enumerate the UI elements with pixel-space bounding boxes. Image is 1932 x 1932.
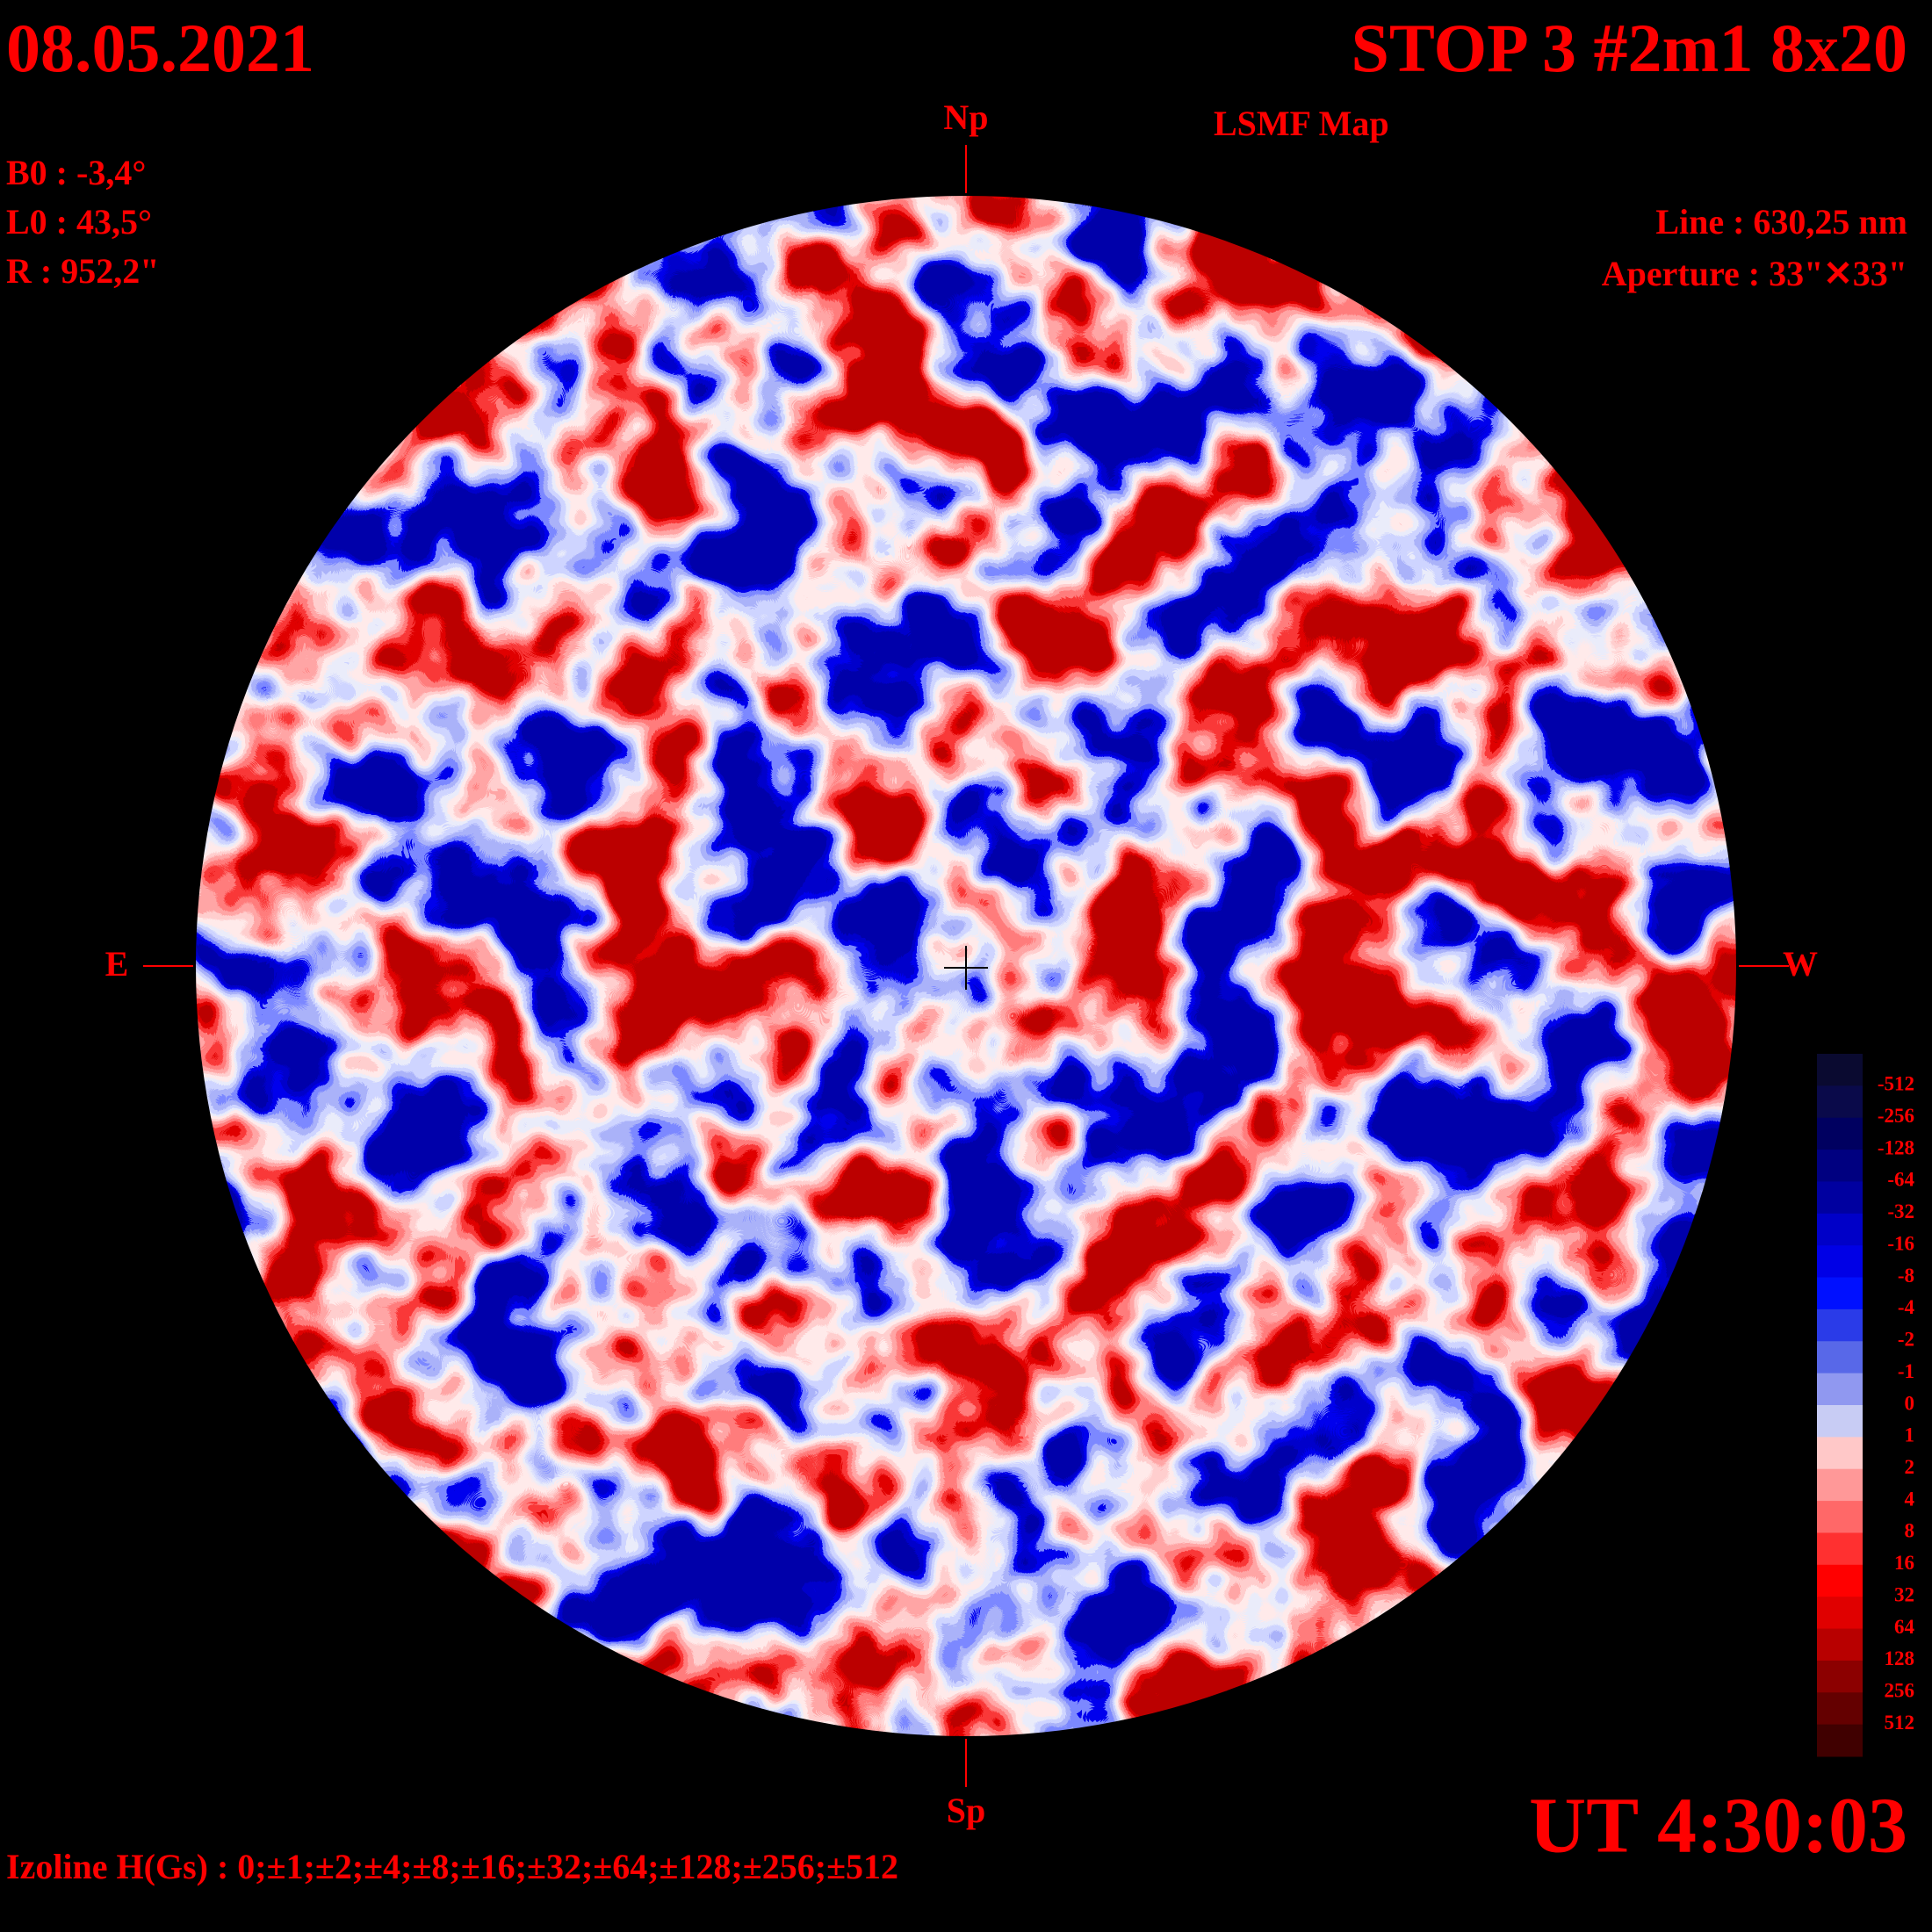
colorbar-swatch [1817,1245,1863,1279]
subtitle: LSMF Map [1214,104,1389,143]
colorbar-swatch [1817,1405,1863,1438]
colorbar-label: 2 [1905,1456,1915,1478]
colorbar-label: -256 [1878,1105,1914,1127]
colorbar-swatch [1817,1054,1863,1086]
colorbar-label: -8 [1898,1265,1914,1287]
colorbar-swatch [1817,1213,1863,1246]
colorbar-label: 128 [1885,1647,1915,1669]
colorbar-swatch [1817,1532,1863,1566]
west-label: W [1783,944,1818,984]
colorbar-label: 256 [1885,1680,1915,1702]
b0: B0 : -3,4° [6,153,146,192]
colorbar-label: -4 [1898,1296,1915,1318]
colorbar-swatch [1817,1660,1863,1693]
colorbar-swatch [1817,1628,1863,1662]
l0: L0 : 43,5° [6,202,152,242]
title: STOP 3 #2m1 8x20 [1352,10,1907,86]
colorbar-label: 8 [1905,1520,1915,1542]
colorbar-label: 64 [1894,1616,1915,1638]
colorbar: -512 -256 -128 -64 -32 -16 -8 -4 -2 -1 0 1 2 4 8 16 32 64… [1817,1054,1915,1757]
colorbar-label: 512 [1885,1712,1915,1734]
colorbar-swatch [1817,1373,1863,1406]
colorbar-swatch [1817,1085,1863,1119]
time: UT 4:30:03 [1529,1783,1907,1870]
colorbar-label: -32 [1887,1200,1914,1222]
colorbar-label: -1 [1898,1360,1914,1382]
colorbar-swatch [1817,1468,1863,1502]
colorbar-swatch [1817,1724,1863,1757]
date: 08.05.2021 [6,10,314,86]
colorbar-swatch [1817,1501,1863,1533]
colorbar-swatch [1817,1277,1863,1310]
colorbar-swatch [1817,1181,1863,1215]
radius: R : 952,2" [6,251,159,291]
line: Line : 630,25 nm [1655,202,1907,242]
colorbar-swatch [1817,1341,1863,1374]
east-label: E [105,944,129,984]
colorbar-label: 16 [1894,1552,1914,1574]
colorbar-label: 0 [1905,1392,1915,1414]
colorbar-label: -512 [1878,1073,1914,1095]
aperture: Aperture : 33"✕33" [1602,254,1907,293]
colorbar-label: 4 [1905,1488,1915,1510]
colorbar-swatch [1817,1437,1863,1470]
north-label: Np [943,97,988,137]
colorbar-swatch [1817,1150,1863,1182]
colorbar-label: -128 [1878,1136,1914,1158]
colorbar-swatch [1817,1564,1863,1597]
south-label: Sp [947,1791,986,1830]
center-cross [944,946,988,990]
colorbar-label: -16 [1887,1232,1914,1254]
colorbar-label: 32 [1894,1583,1914,1605]
izoline: Izoline H(Gs) : 0;±1;±2;±4;±8;±16;±32;±6… [6,1847,898,1886]
colorbar-label: 1 [1905,1424,1915,1446]
colorbar-swatch [1817,1692,1863,1726]
colorbar-swatch [1817,1308,1863,1342]
colorbar-label: -2 [1898,1329,1914,1351]
colorbar-swatch [1817,1117,1863,1150]
colorbar-swatch [1817,1597,1863,1630]
colorbar-label: -64 [1887,1169,1914,1191]
